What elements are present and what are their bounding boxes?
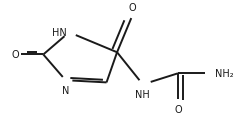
Text: O: O [11, 50, 19, 60]
Text: NH₂: NH₂ [215, 69, 234, 79]
Text: HN: HN [52, 28, 67, 38]
Text: O: O [129, 3, 136, 13]
Text: N: N [62, 85, 69, 95]
Text: NH: NH [135, 89, 150, 99]
Text: O: O [174, 104, 182, 114]
